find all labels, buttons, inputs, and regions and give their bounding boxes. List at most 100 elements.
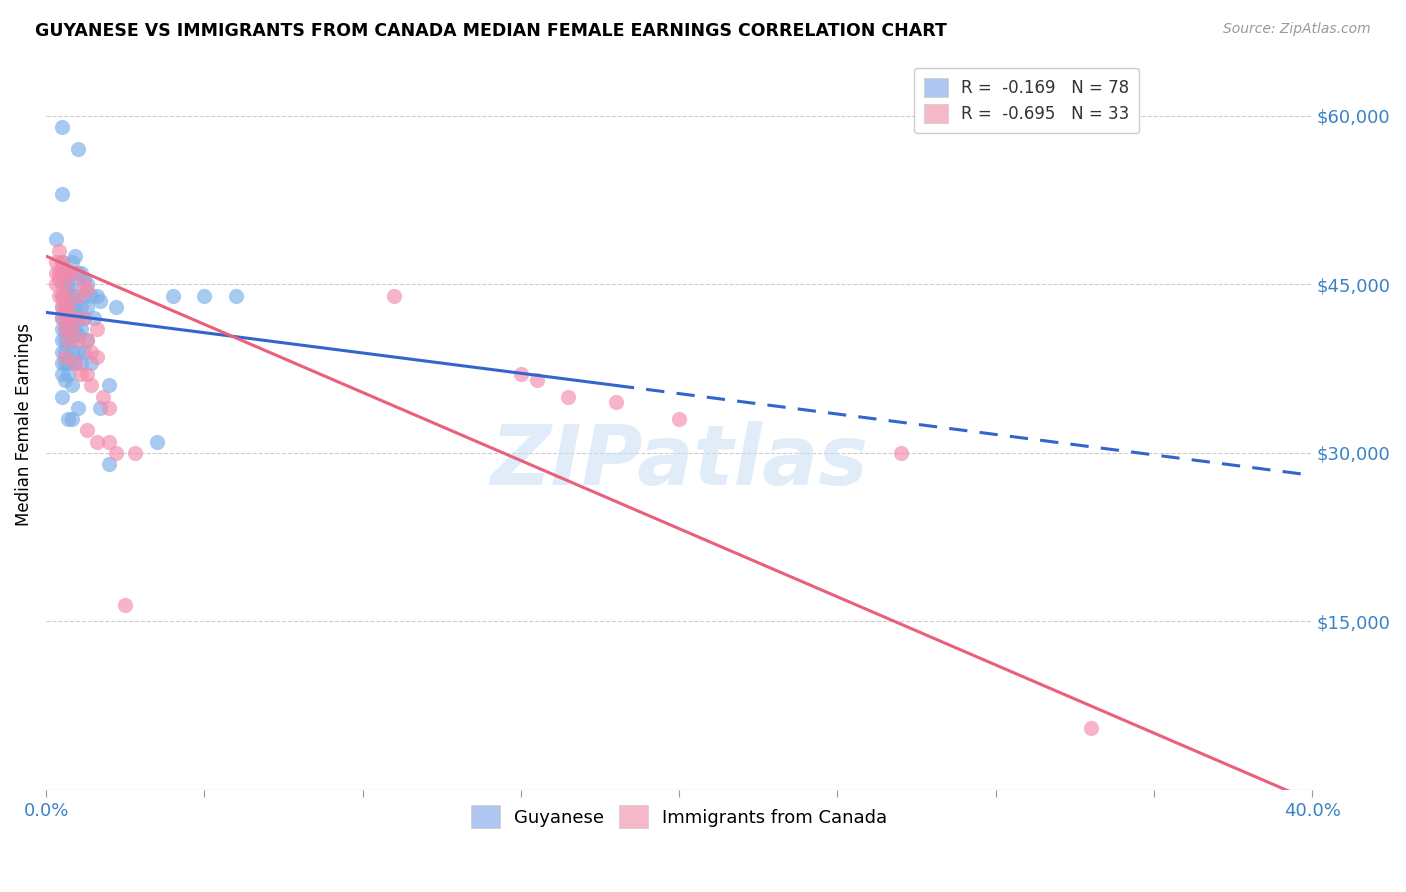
Point — [66, 327, 89, 342]
Point — [73, 311, 96, 326]
Point — [70, 300, 93, 314]
Point — [60, 300, 83, 314]
Point — [60, 277, 83, 292]
Point — [51, 356, 73, 370]
Point — [53, 288, 76, 302]
Y-axis label: Median Female Earnings: Median Female Earnings — [15, 323, 32, 526]
Point — [104, 300, 127, 314]
Point — [53, 334, 76, 348]
Point — [890, 446, 912, 460]
Point — [66, 266, 89, 280]
Point — [73, 271, 96, 285]
Point — [51, 288, 73, 302]
Point — [51, 266, 73, 280]
Point — [83, 311, 105, 326]
Point — [104, 446, 127, 460]
Point — [60, 288, 83, 302]
Point — [53, 277, 76, 292]
Point — [51, 344, 73, 359]
Point — [526, 373, 548, 387]
Point — [63, 266, 86, 280]
Point — [58, 300, 80, 314]
Point — [58, 288, 80, 302]
Point — [382, 288, 405, 302]
Point — [58, 322, 80, 336]
Point — [53, 322, 76, 336]
Point — [98, 434, 121, 449]
Point — [53, 300, 76, 314]
Point — [58, 266, 80, 280]
Point — [79, 344, 101, 359]
Point — [146, 434, 169, 449]
Point — [51, 322, 73, 336]
Point — [63, 311, 86, 326]
Point — [53, 300, 76, 314]
Point — [73, 277, 96, 292]
Point — [510, 368, 533, 382]
Point — [60, 311, 83, 326]
Point — [66, 288, 89, 302]
Point — [86, 322, 108, 336]
Point — [58, 300, 80, 314]
Point — [89, 294, 111, 309]
Point — [53, 356, 76, 370]
Point — [91, 390, 114, 404]
Point — [45, 277, 67, 292]
Point — [51, 266, 73, 280]
Point — [79, 288, 101, 302]
Point — [76, 423, 98, 437]
Point — [53, 311, 76, 326]
Point — [605, 395, 627, 409]
Point — [53, 277, 76, 292]
Point — [51, 300, 73, 314]
Point — [45, 266, 67, 280]
Point — [98, 401, 121, 415]
Point — [51, 390, 73, 404]
Point — [70, 266, 93, 280]
Point — [48, 288, 70, 302]
Point — [70, 322, 93, 336]
Point — [70, 368, 93, 382]
Point — [51, 368, 73, 382]
Point — [63, 356, 86, 370]
Point — [58, 266, 80, 280]
Point — [63, 249, 86, 263]
Point — [51, 334, 73, 348]
Point — [51, 255, 73, 269]
Point — [79, 378, 101, 392]
Point — [51, 187, 73, 202]
Point — [162, 288, 184, 302]
Point — [1080, 721, 1102, 735]
Point — [63, 288, 86, 302]
Point — [124, 446, 146, 460]
Point — [70, 356, 93, 370]
Point — [60, 344, 83, 359]
Point — [193, 288, 215, 302]
Point — [58, 412, 80, 426]
Point — [53, 322, 76, 336]
Point — [53, 266, 76, 280]
Point — [86, 351, 108, 365]
Point — [66, 344, 89, 359]
Point — [66, 143, 89, 157]
Point — [668, 412, 690, 426]
Point — [63, 300, 86, 314]
Point — [63, 356, 86, 370]
Point — [48, 244, 70, 258]
Point — [63, 322, 86, 336]
Point — [48, 266, 70, 280]
Point — [66, 401, 89, 415]
Point — [76, 368, 98, 382]
Point — [76, 334, 98, 348]
Text: ZIPatlas: ZIPatlas — [491, 421, 868, 502]
Point — [58, 311, 80, 326]
Point — [45, 232, 67, 246]
Point — [76, 283, 98, 297]
Point — [51, 311, 73, 326]
Point — [66, 334, 89, 348]
Point — [73, 288, 96, 302]
Point — [58, 356, 80, 370]
Legend: Guyanese, Immigrants from Canada: Guyanese, Immigrants from Canada — [464, 798, 894, 836]
Point — [60, 378, 83, 392]
Point — [114, 598, 136, 612]
